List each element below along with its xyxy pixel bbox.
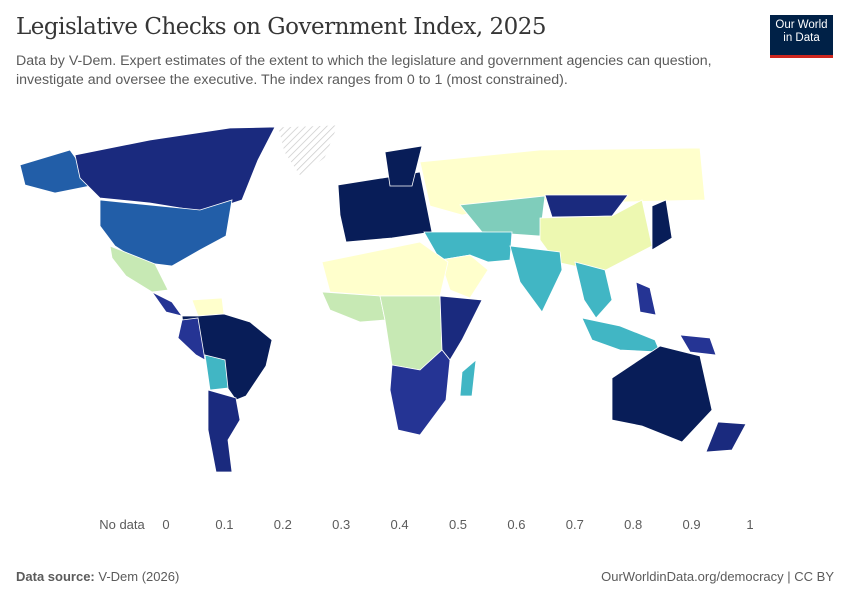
region-southeast-asia[interactable] [574,261,613,319]
region-venezuela[interactable] [191,297,225,317]
legend-tick-label: 0.2 [273,517,292,532]
legend-tick-label: 0.7 [565,517,584,532]
legend-tick-label: 0.3 [332,517,351,532]
region-scandinavia[interactable] [384,145,423,187]
region-peru[interactable] [177,317,206,361]
region-africa-south[interactable] [389,349,451,436]
region-central-america[interactable] [151,291,183,317]
region-usa[interactable] [99,199,233,267]
region-africa-east[interactable] [439,295,483,361]
region-canada[interactable] [74,126,276,213]
region-papua-new-guinea[interactable] [679,334,717,356]
legend-tick-label: 0.6 [507,517,526,532]
source-label: Data source: [16,569,95,584]
region-saudi-arabia[interactable] [439,254,489,299]
world-map [19,124,747,473]
footer-source: Data source: V-Dem (2026) [16,569,179,584]
logo-line-2: in Data [783,32,820,44]
source-value[interactable]: V-Dem (2026) [98,569,180,584]
legend-tick-label: 1 [746,517,754,532]
legend-tick-label: 0.1 [215,517,234,532]
region-china[interactable] [539,199,653,273]
region-new-zealand[interactable] [705,421,747,453]
region-japan[interactable] [651,199,673,251]
footer-url[interactable]: OurWorldinData.org/democracy | CC BY [601,569,834,584]
legend-tick-label: 0 [162,517,170,532]
region-africa-west[interactable] [321,291,386,323]
region-argentina[interactable] [207,389,241,473]
legend-tick-label: 0.9 [682,517,701,532]
region-africa-north[interactable] [321,241,449,297]
region-australia[interactable] [611,345,713,443]
legend-tick-label: 0.8 [624,517,643,532]
chart-subtitle: Data by V-Dem. Expert estimates of the e… [16,53,712,88]
chart-title: Legislative Checks on Government Index, … [16,14,547,40]
region-madagascar[interactable] [459,359,477,397]
region-bolivia[interactable] [204,354,229,391]
logo-line-1: Our World [775,19,828,31]
region-philippines[interactable] [635,281,657,316]
legend-tick-label: 0.4 [390,517,409,532]
owid-logo[interactable]: Our World in Data [770,15,833,58]
legend-no-data-label: No data [99,517,145,532]
region-indonesia[interactable] [581,317,661,353]
region-greenland[interactable] [277,124,339,177]
region-europe[interactable] [337,171,433,243]
legend-tick-label: 0.5 [448,517,468,532]
region-india[interactable] [509,245,563,313]
